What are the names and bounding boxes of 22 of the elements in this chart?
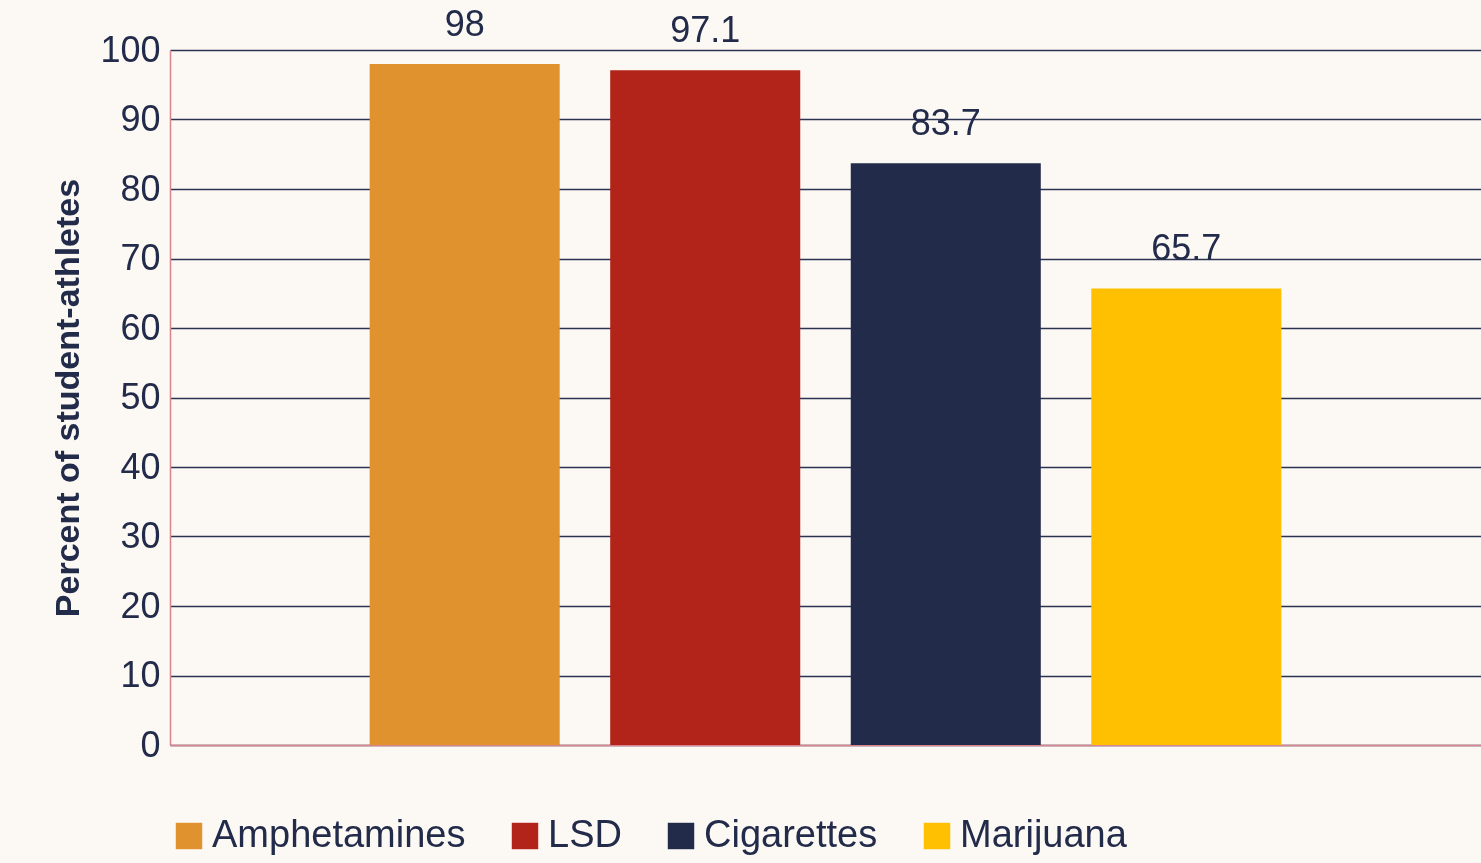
data-label: 65.7 — [1151, 227, 1222, 269]
y-tick-label: 90 — [120, 98, 161, 139]
y-tick-label: 50 — [120, 376, 161, 417]
y-tick-label: 70 — [120, 237, 161, 278]
y-tick-label: 30 — [120, 515, 161, 556]
y-tick-label: 100 — [100, 28, 161, 70]
y-tick-label: 40 — [120, 445, 161, 487]
legend-label: LSD — [548, 813, 622, 855]
y-tick-label: 20 — [120, 584, 161, 626]
data-label: 98 — [444, 2, 485, 44]
y-tick-label: 0 — [140, 723, 161, 765]
legend-label: Marijuana — [960, 813, 1128, 855]
data-label: 97.1 — [670, 9, 741, 51]
legend-label: Amphetamines — [212, 813, 466, 855]
y-tick-label: 10 — [120, 654, 161, 695]
y-axis-title: Percent of student-athletes — [48, 178, 87, 618]
bar — [610, 70, 801, 745]
y-tick-label: 80 — [120, 167, 161, 209]
bar — [1091, 288, 1282, 745]
legend-label: Cigarettes — [704, 813, 878, 855]
y-tick-label: 60 — [120, 306, 161, 348]
bar — [369, 63, 560, 745]
